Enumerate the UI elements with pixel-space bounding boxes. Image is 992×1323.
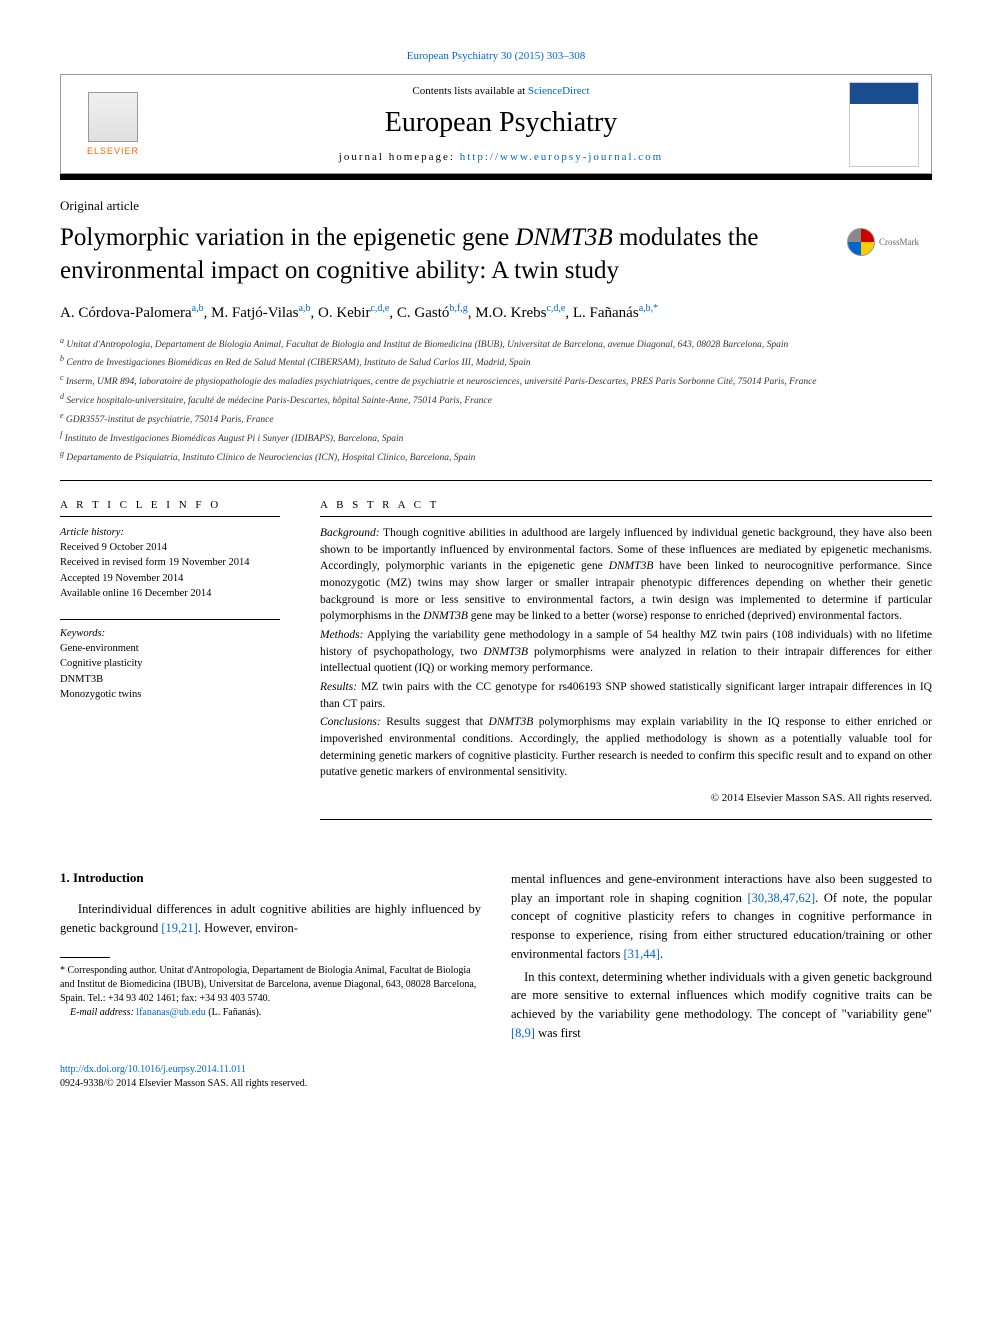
keywords-block: Keywords: Gene-environmentCognitive plas…: [60, 619, 280, 702]
doi-link[interactable]: http://dx.doi.org/10.1016/j.eurpsy.2014.…: [60, 1064, 246, 1075]
header-citation: European Psychiatry 30 (2015) 303–308: [60, 50, 932, 62]
article-title: Polymorphic variation in the epigenetic …: [60, 222, 827, 287]
elsevier-logo: ELSEVIER: [73, 84, 153, 164]
journal-cover-thumbnail: [849, 82, 919, 167]
journal-header-box: ELSEVIER Contents lists available at Sci…: [60, 74, 932, 174]
journal-homepage: journal homepage: http://www.europsy-jou…: [153, 151, 849, 163]
citation-link[interactable]: [19,21]: [161, 921, 197, 935]
divider: [60, 480, 932, 481]
article-history: Article history: Received 9 October 2014…: [60, 525, 280, 601]
affiliations-list: a Unitat d'Antropologia, Departament de …: [60, 335, 932, 466]
citation-link[interactable]: European Psychiatry 30 (2015) 303–308: [407, 50, 585, 62]
citation-link[interactable]: [31,44]: [623, 947, 659, 961]
email-link[interactable]: lfananas@ub.edu: [136, 1007, 205, 1018]
elsevier-tree-icon: [88, 92, 138, 142]
elsevier-label: ELSEVIER: [87, 146, 139, 156]
section-heading-intro: 1. Introduction: [60, 870, 481, 886]
contents-available: Contents lists available at ScienceDirec…: [153, 85, 849, 97]
divider: [320, 819, 932, 820]
abstract-copyright: © 2014 Elsevier Masson SAS. All rights r…: [320, 791, 932, 807]
citation-link[interactable]: [30,38,47,62]: [747, 891, 815, 905]
crossmark-icon: [847, 228, 875, 256]
body-paragraph: mental influences and gene-environment i…: [511, 870, 932, 964]
homepage-link[interactable]: http://www.europsy-journal.com: [460, 151, 663, 163]
body-paragraph: Interindividual differences in adult cog…: [60, 900, 481, 938]
citation-link[interactable]: [8,9]: [511, 1026, 535, 1040]
journal-title: European Psychiatry: [153, 107, 849, 139]
article-info-heading: A R T I C L E I N F O: [60, 499, 280, 517]
sciencedirect-link[interactable]: ScienceDirect: [528, 85, 590, 97]
abstract-content: Background: Though cognitive abilities i…: [320, 525, 932, 807]
corresponding-author-footnote: * Corresponding author. Unitat d'Antropo…: [60, 964, 481, 1020]
divider-bar: [60, 174, 932, 180]
crossmark-label: CrossMark: [879, 237, 919, 247]
footnote-separator: [60, 957, 110, 958]
page-footer: http://dx.doi.org/10.1016/j.eurpsy.2014.…: [60, 1063, 932, 1091]
article-type: Original article: [60, 198, 932, 214]
body-paragraph: In this context, determining whether ind…: [511, 968, 932, 1043]
abstract-heading: A B S T R A C T: [320, 499, 932, 517]
authors-list: A. Córdova-Palomeraa,b, M. Fatjó-Vilasa,…: [60, 301, 932, 325]
crossmark-badge[interactable]: CrossMark: [847, 228, 932, 256]
